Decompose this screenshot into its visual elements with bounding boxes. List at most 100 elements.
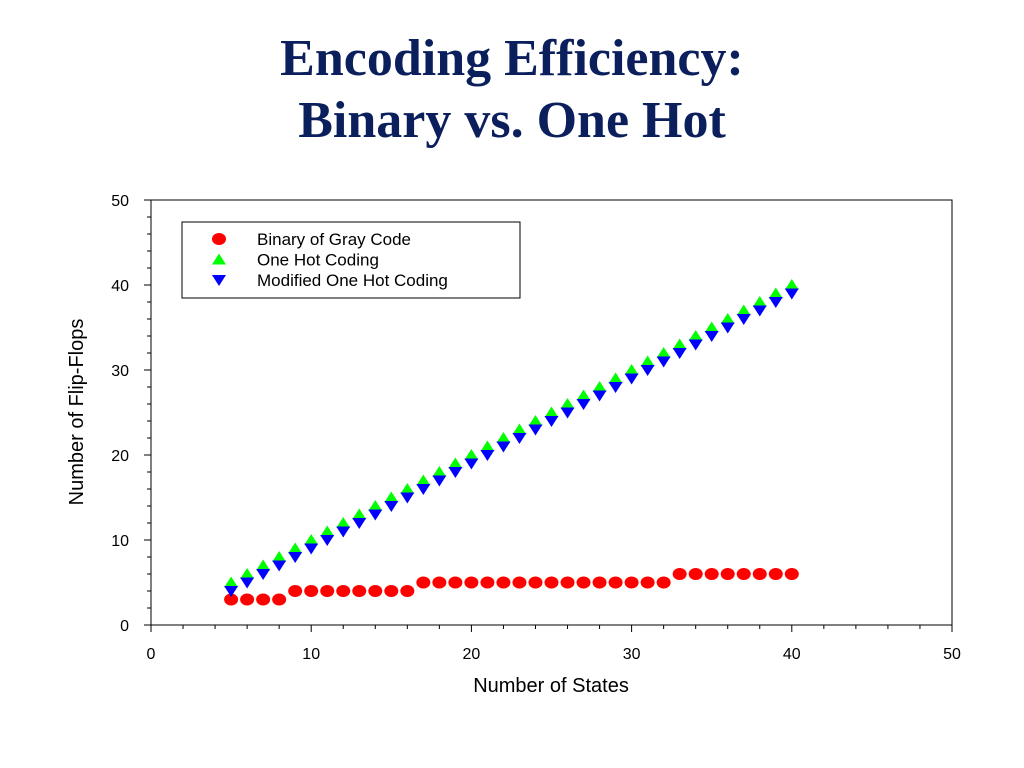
slide-title: Encoding Efficiency: Binary vs. One Hot: [0, 28, 1024, 152]
modified-one-hot-coding-point: [320, 535, 335, 546]
binary-of-gray-code-point: [384, 585, 399, 597]
modified-one-hot-coding-point: [736, 314, 751, 325]
modified-one-hot-coding-point: [624, 373, 639, 385]
one-hot-coding-point: [256, 559, 271, 571]
binary-of-gray-code-point: [624, 576, 639, 589]
binary-of-gray-code-point: [736, 568, 751, 580]
modified-one-hot-coding-point: [448, 467, 463, 478]
modified-one-hot-coding-point: [592, 390, 607, 402]
legend-label-binary-of-gray-code: Binary of Gray Code: [257, 230, 411, 249]
modified-one-hot-coding-point: [608, 382, 623, 393]
y-tick-label: 0: [120, 618, 129, 635]
binary-of-gray-code-point: [720, 568, 735, 580]
binary-of-gray-code-point: [768, 568, 783, 580]
one-hot-coding-point: [688, 330, 703, 341]
y-tick-label: 20: [111, 448, 129, 465]
binary-of-gray-code-point: [240, 593, 255, 606]
modified-one-hot-coding-point: [688, 339, 703, 351]
x-tick-label: 30: [623, 646, 641, 663]
one-hot-coding-point: [672, 338, 687, 350]
binary-of-gray-code-point: [336, 585, 351, 597]
plot-area-frame: [150, 199, 953, 626]
x-tick-label: 50: [943, 646, 961, 663]
one-hot-coding-point: [720, 313, 735, 324]
y-tick-label: 50: [111, 193, 129, 210]
binary-of-gray-code-point: [400, 585, 415, 597]
legend-marker-one-hot-coding: [212, 253, 226, 265]
slide-title-line-1: Encoding Efficiency:: [280, 30, 744, 87]
binary-of-gray-code-point: [704, 568, 719, 580]
binary-of-gray-code-point: [784, 568, 799, 580]
modified-one-hot-coding-point: [256, 569, 271, 580]
one-hot-coding-point: [432, 466, 447, 477]
one-hot-coding-point: [496, 432, 511, 443]
binary-of-gray-code-point: [416, 576, 431, 589]
binary-of-gray-code-point: [304, 585, 319, 597]
binary-of-gray-code-point: [352, 585, 367, 597]
one-hot-coding-point: [752, 296, 767, 307]
x-axis-title: Number of States: [473, 675, 629, 697]
binary-of-gray-code-point: [496, 576, 511, 589]
one-hot-coding-point: [624, 364, 639, 375]
one-hot-coding-point: [704, 321, 719, 333]
modified-one-hot-coding-point: [432, 475, 447, 487]
one-hot-coding-point: [224, 576, 239, 588]
binary-of-gray-code-point: [688, 568, 703, 580]
one-hot-coding-point: [400, 483, 415, 494]
binary-of-gray-code-point: [368, 585, 383, 597]
modified-one-hot-coding-point: [304, 543, 319, 555]
binary-of-gray-code-point: [288, 585, 303, 597]
one-hot-coding-point: [640, 355, 655, 367]
modified-one-hot-coding-point: [512, 433, 527, 444]
one-hot-coding-point: [320, 525, 335, 537]
modified-one-hot-coding-point: [352, 518, 367, 529]
one-hot-coding-point: [768, 287, 783, 299]
one-hot-coding-point: [304, 534, 319, 545]
y-axis-title: Number of Flip-Flops: [66, 319, 88, 506]
binary-of-gray-code-point: [672, 568, 687, 580]
one-hot-coding-point: [528, 415, 543, 426]
binary-of-gray-code-point: [656, 576, 671, 589]
one-hot-coding-point: [784, 279, 799, 290]
one-hot-coding-point: [736, 304, 751, 316]
one-hot-coding-point: [368, 500, 383, 511]
binary-of-gray-code-point: [320, 585, 335, 597]
modified-one-hot-coding-point: [720, 322, 735, 334]
modified-one-hot-coding-point: [528, 424, 543, 436]
binary-of-gray-code-point: [256, 593, 271, 606]
binary-of-gray-code-point: [432, 576, 447, 589]
one-hot-coding-point: [544, 406, 559, 418]
modified-one-hot-coding-point: [672, 348, 687, 359]
one-hot-coding-point: [464, 449, 479, 460]
modified-one-hot-coding-point: [496, 441, 511, 453]
modified-one-hot-coding-point: [272, 560, 287, 572]
one-hot-coding-point: [272, 551, 287, 562]
modified-one-hot-coding-point: [384, 501, 399, 512]
one-hot-coding-point: [240, 568, 255, 579]
one-hot-coding-point: [448, 457, 463, 469]
binary-of-gray-code-point: [608, 576, 623, 589]
binary-of-gray-code-point: [752, 568, 767, 580]
binary-of-gray-code-point: [576, 576, 591, 589]
modified-one-hot-coding-point: [544, 416, 559, 427]
modified-one-hot-coding-point: [368, 509, 383, 521]
legend-label-one-hot-coding: One Hot Coding: [257, 251, 379, 270]
one-hot-coding-point: [576, 389, 591, 401]
modified-one-hot-coding-point: [480, 450, 495, 461]
binary-of-gray-code-point: [272, 593, 287, 606]
x-tick-label: 0: [147, 646, 156, 663]
legend-label-modified-one-hot-coding: Modified One Hot Coding: [257, 271, 448, 290]
binary-of-gray-code-point: [560, 576, 575, 589]
binary-of-gray-code-point: [544, 576, 559, 589]
one-hot-coding-point: [480, 440, 495, 452]
modified-one-hot-coding-point: [560, 407, 575, 419]
y-tick-label: 40: [111, 278, 129, 295]
modified-one-hot-coding-point: [752, 305, 767, 317]
modified-one-hot-coding-point: [240, 577, 255, 589]
modified-one-hot-coding-point: [784, 288, 799, 300]
x-tick-label: 10: [302, 646, 320, 663]
y-tick-label: 30: [111, 363, 129, 380]
binary-of-gray-code-point: [448, 576, 463, 589]
modified-one-hot-coding-point: [656, 356, 671, 368]
